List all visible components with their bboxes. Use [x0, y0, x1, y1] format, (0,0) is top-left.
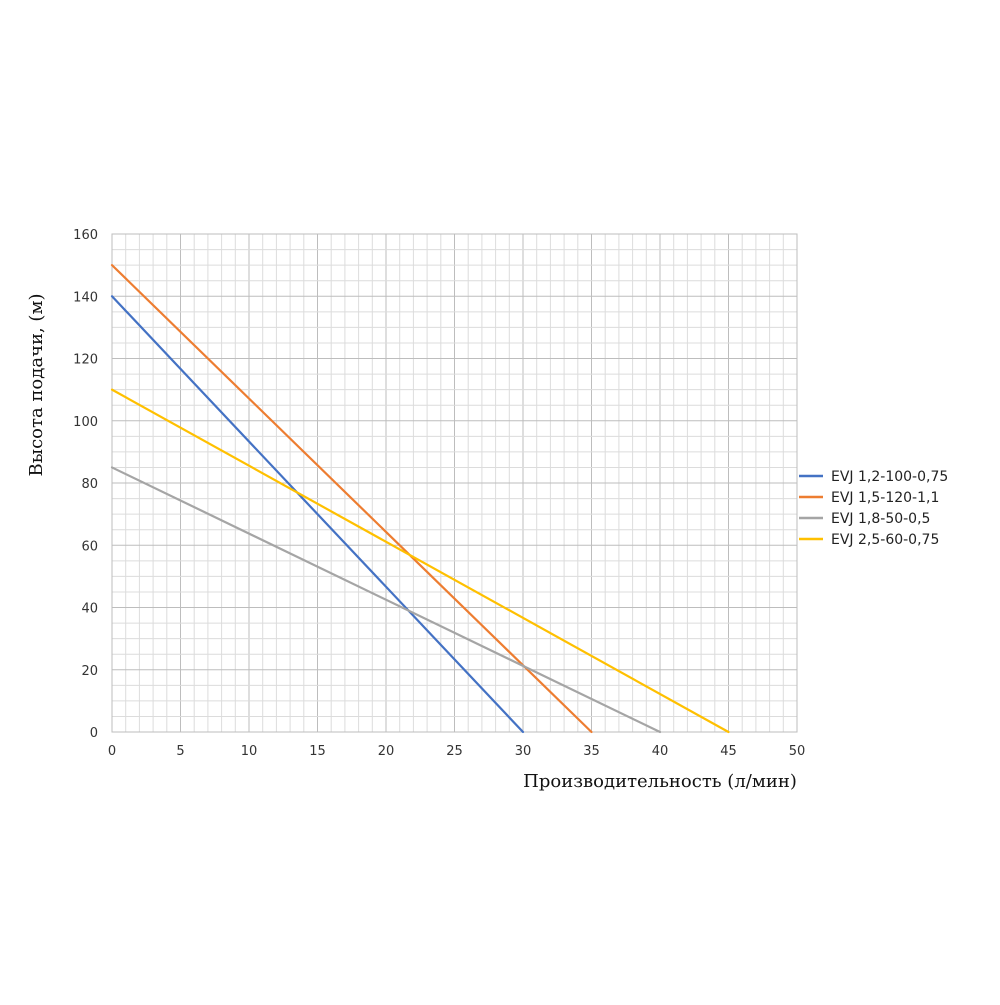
y-tick-label: 20 — [81, 664, 98, 679]
y-tick-label: 40 — [81, 602, 98, 617]
x-tick-label: 0 — [108, 744, 116, 759]
x-tick-label: 40 — [652, 744, 669, 759]
series-line-3 — [110, 466, 662, 734]
x-tick-label: 30 — [515, 744, 532, 759]
grid — [111, 233, 798, 733]
y-tick-label: 160 — [73, 228, 98, 243]
series-line-4 — [110, 388, 730, 734]
legend-label: EVJ 1,8-50-0,5 — [831, 511, 930, 527]
x-tick-label: 20 — [378, 744, 395, 759]
legend: EVJ 1,2-100-0,75 EVJ 1,5-120-1,1 EVJ 1,8-5… — [799, 469, 948, 548]
series-lines — [110, 264, 730, 734]
legend-label: EVJ 1,5-120-1,1 — [831, 490, 939, 506]
y-tick-label: 80 — [81, 477, 98, 492]
x-tick-label: 15 — [309, 744, 326, 759]
y-tick-label: 0 — [90, 726, 98, 741]
series-line-2 — [110, 264, 593, 734]
legend-label: EVJ 2,5-60-0,75 — [831, 532, 939, 548]
tick-labels: 0 5 10 15 20 25 30 35 40 45 50 0 20 40 60 80 100 120 140 16… — [73, 228, 805, 759]
x-tick-label: 25 — [446, 744, 463, 759]
x-tick-label: 5 — [176, 744, 184, 759]
x-axis-title: Производительность (л/мин) — [523, 771, 797, 792]
x-tick-label: 35 — [583, 744, 600, 759]
y-tick-label: 120 — [73, 353, 98, 368]
x-tick-label: 10 — [241, 744, 258, 759]
y-axis-title: Высота подачи, (м) — [26, 294, 47, 477]
y-tick-label: 140 — [73, 290, 98, 305]
y-tick-label: 60 — [81, 539, 98, 554]
series-line-1 — [110, 295, 525, 734]
legend-label: EVJ 1,2-100-0,75 — [831, 469, 948, 485]
x-tick-label: 45 — [720, 744, 737, 759]
plot-area-border — [111, 233, 798, 733]
x-tick-label: 50 — [789, 744, 806, 759]
y-tick-label: 100 — [73, 415, 98, 430]
